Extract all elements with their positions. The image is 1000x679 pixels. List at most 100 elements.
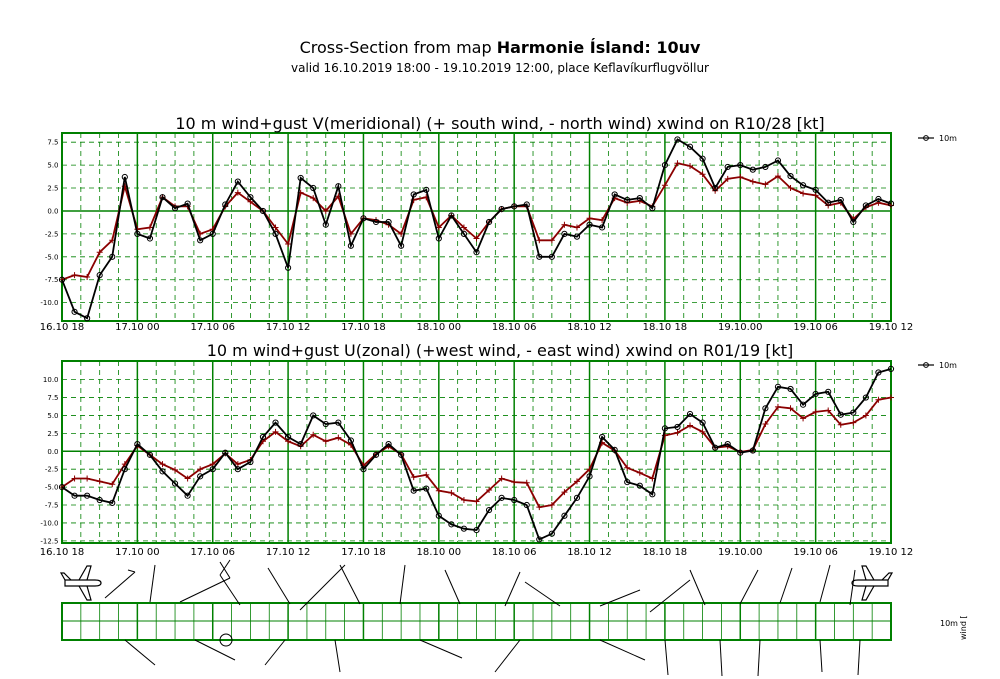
y-tick-label: -2.5: [45, 466, 59, 474]
plot-frame: [61, 132, 892, 322]
point-plus: [825, 407, 832, 414]
wind-barb: [399, 564, 406, 605]
y-tick-label: 0.0: [47, 448, 58, 456]
x-tick-label: 19.10 06: [793, 322, 838, 333]
point-plus: [749, 178, 756, 185]
point-circle: [360, 215, 367, 222]
point-circle: [674, 136, 681, 143]
point-circle: [134, 230, 141, 237]
point-circle: [58, 484, 66, 491]
point-circle: [398, 451, 405, 458]
point-plus: [812, 192, 819, 199]
point-plus: [285, 240, 292, 247]
wind-barb: [739, 569, 759, 605]
point-circle: [686, 143, 694, 150]
page-title: Cross-Section from map Harmonie Ísland: …: [0, 38, 1000, 57]
x-tick-label: 18.10 00: [417, 322, 462, 333]
point-plus: [787, 405, 794, 412]
point-plus: [573, 224, 580, 231]
airplane-wings: [861, 565, 875, 601]
point-plus: [586, 215, 593, 222]
point-plus: [762, 181, 769, 188]
x-tick-label: 18.10 06: [492, 547, 537, 558]
point-circle: [234, 178, 241, 185]
point-plus: [875, 199, 882, 206]
point-plus: [774, 403, 781, 410]
wind-barb: [104, 571, 136, 599]
wind-barb: [149, 564, 156, 603]
point-circle: [611, 446, 618, 453]
point-circle: [71, 492, 78, 499]
point-plus: [473, 235, 480, 242]
wind-barb-feather: [219, 559, 231, 576]
point-plus: [310, 195, 317, 202]
chart-title-0: 10 m wind+gust V(meridional) (+ south wi…: [175, 114, 824, 133]
title-prefix: Cross-Section from map: [299, 38, 497, 57]
wind-barb: [299, 564, 346, 611]
point-circle: [599, 224, 606, 231]
point-plus: [636, 469, 643, 476]
point-circle: [121, 466, 128, 473]
point-plus: [724, 175, 731, 182]
wind-barb: [649, 579, 691, 613]
point-circle: [887, 365, 895, 372]
x-tick-label: 19.10 12: [869, 547, 914, 558]
point-circle: [762, 405, 769, 412]
point-circle: [460, 230, 468, 237]
legend-label: 10m: [939, 361, 957, 370]
point-circle: [247, 458, 254, 466]
point-circle: [310, 412, 317, 419]
point-circle: [109, 253, 116, 260]
point-circle: [96, 496, 103, 504]
y-tick-label: -7.5: [45, 276, 59, 284]
wind-barb-feather: [127, 569, 136, 573]
point-plus: [96, 478, 103, 485]
wind-barb-panel: [61, 559, 892, 677]
y-tick-label: 7.5: [47, 139, 58, 147]
airplane-icon-left: [59, 565, 102, 601]
y-tick-label: -2.5: [45, 230, 59, 238]
point-circle: [573, 233, 581, 240]
x-tick-label: 18.10 00: [417, 547, 462, 558]
point-circle: [737, 449, 744, 456]
point-plus: [800, 415, 807, 422]
wind-axis-label: wind [: [959, 615, 968, 640]
wind-barb: [124, 639, 156, 666]
x-tick-label: 18.10 18: [643, 547, 688, 558]
point-circle: [423, 485, 430, 492]
point-circle: [410, 487, 417, 494]
wind-barb: [219, 574, 241, 606]
point-plus: [84, 273, 91, 280]
point-circle: [799, 182, 807, 189]
point-plus: [498, 475, 505, 482]
point-circle: [84, 492, 91, 499]
point-circle: [247, 194, 254, 201]
y-tick-label: 7.5: [47, 394, 58, 402]
point-plus: [548, 237, 555, 244]
point-plus: [561, 221, 568, 228]
point-circle: [649, 205, 656, 212]
point-circle: [875, 369, 882, 376]
wind-barb: [757, 639, 761, 677]
wind-barb: [599, 639, 646, 661]
point-circle: [624, 196, 631, 204]
wind-barb: [264, 639, 286, 666]
point-plus: [322, 438, 329, 445]
point-circle: [435, 235, 442, 242]
x-tick-label: 18.10 18: [643, 322, 688, 333]
point-circle: [272, 419, 279, 426]
point-circle: [825, 388, 832, 395]
point-plus: [310, 431, 317, 438]
airplane-tail: [881, 572, 894, 581]
point-plus: [460, 224, 467, 231]
point-circle: [222, 201, 229, 208]
point-circle: [485, 218, 493, 226]
wind-barb: [444, 569, 461, 605]
wind-barb: [849, 569, 856, 606]
point-circle: [485, 506, 493, 514]
point-circle: [209, 230, 216, 237]
wind-barb: [689, 569, 706, 606]
point-plus: [661, 182, 668, 189]
point-plus: [573, 478, 580, 485]
x-tick-label: 17.10 18: [341, 547, 386, 558]
